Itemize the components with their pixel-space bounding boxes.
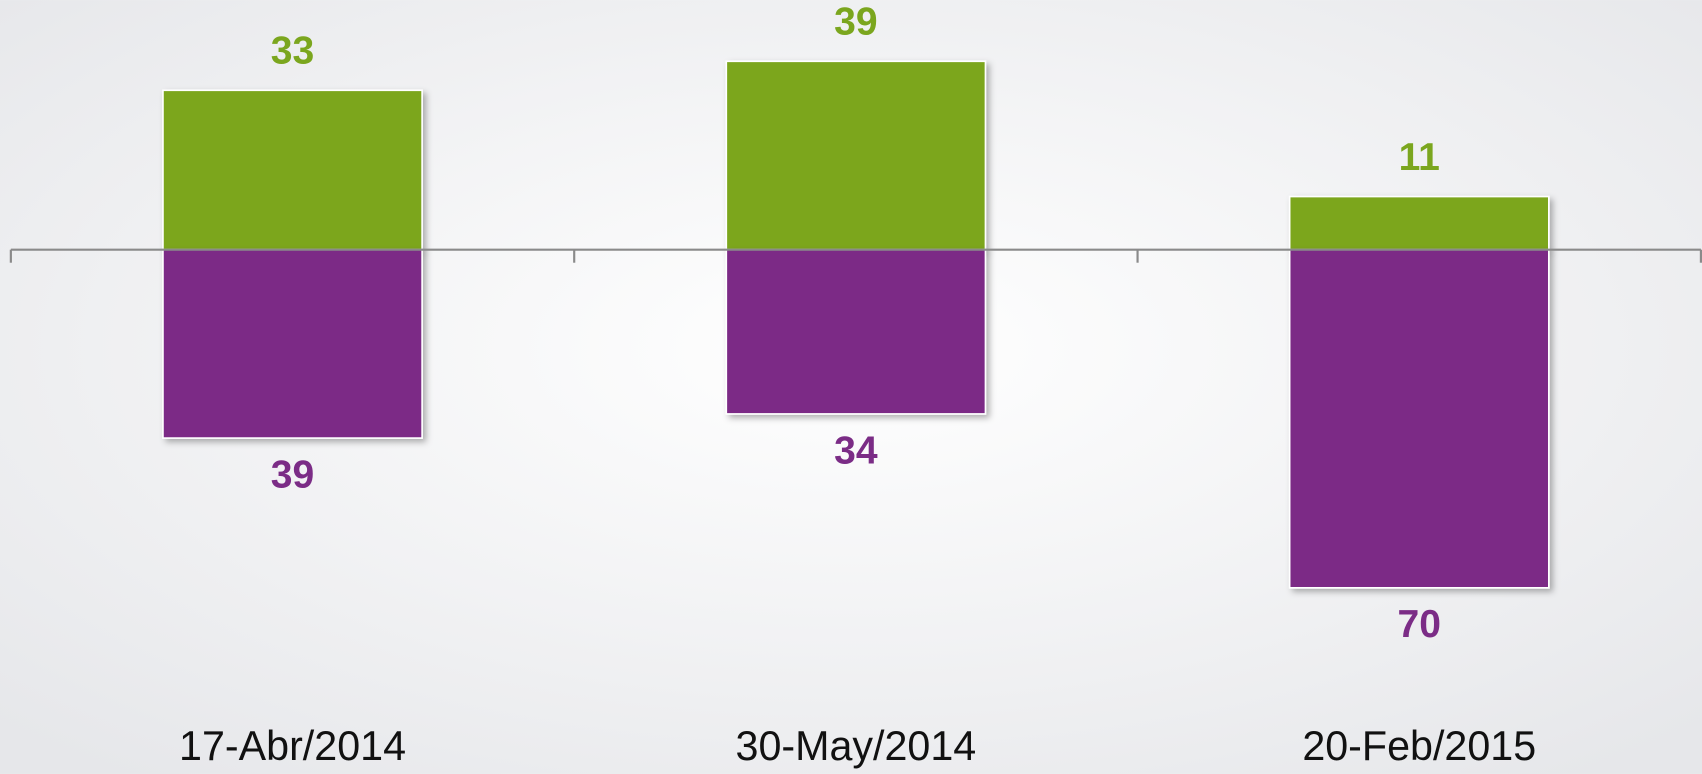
bar: [725, 248, 987, 415]
bar: [1288, 195, 1550, 251]
data-label: 34: [834, 429, 878, 472]
data-label: 39: [271, 453, 314, 496]
bar: [1288, 248, 1550, 589]
x-tick-label: 20-Feb/2015: [1302, 723, 1536, 769]
data-label: 33: [271, 30, 314, 73]
x-tick-label: 30-May/2014: [736, 723, 977, 769]
x-tick-label: 17-Abr/2014: [179, 723, 406, 769]
data-label: 39: [834, 1, 877, 44]
bar: [162, 89, 423, 251]
data-label: 11: [1399, 136, 1440, 179]
data-label: 70: [1398, 603, 1441, 646]
bar: [725, 60, 987, 251]
bar: [162, 248, 423, 439]
